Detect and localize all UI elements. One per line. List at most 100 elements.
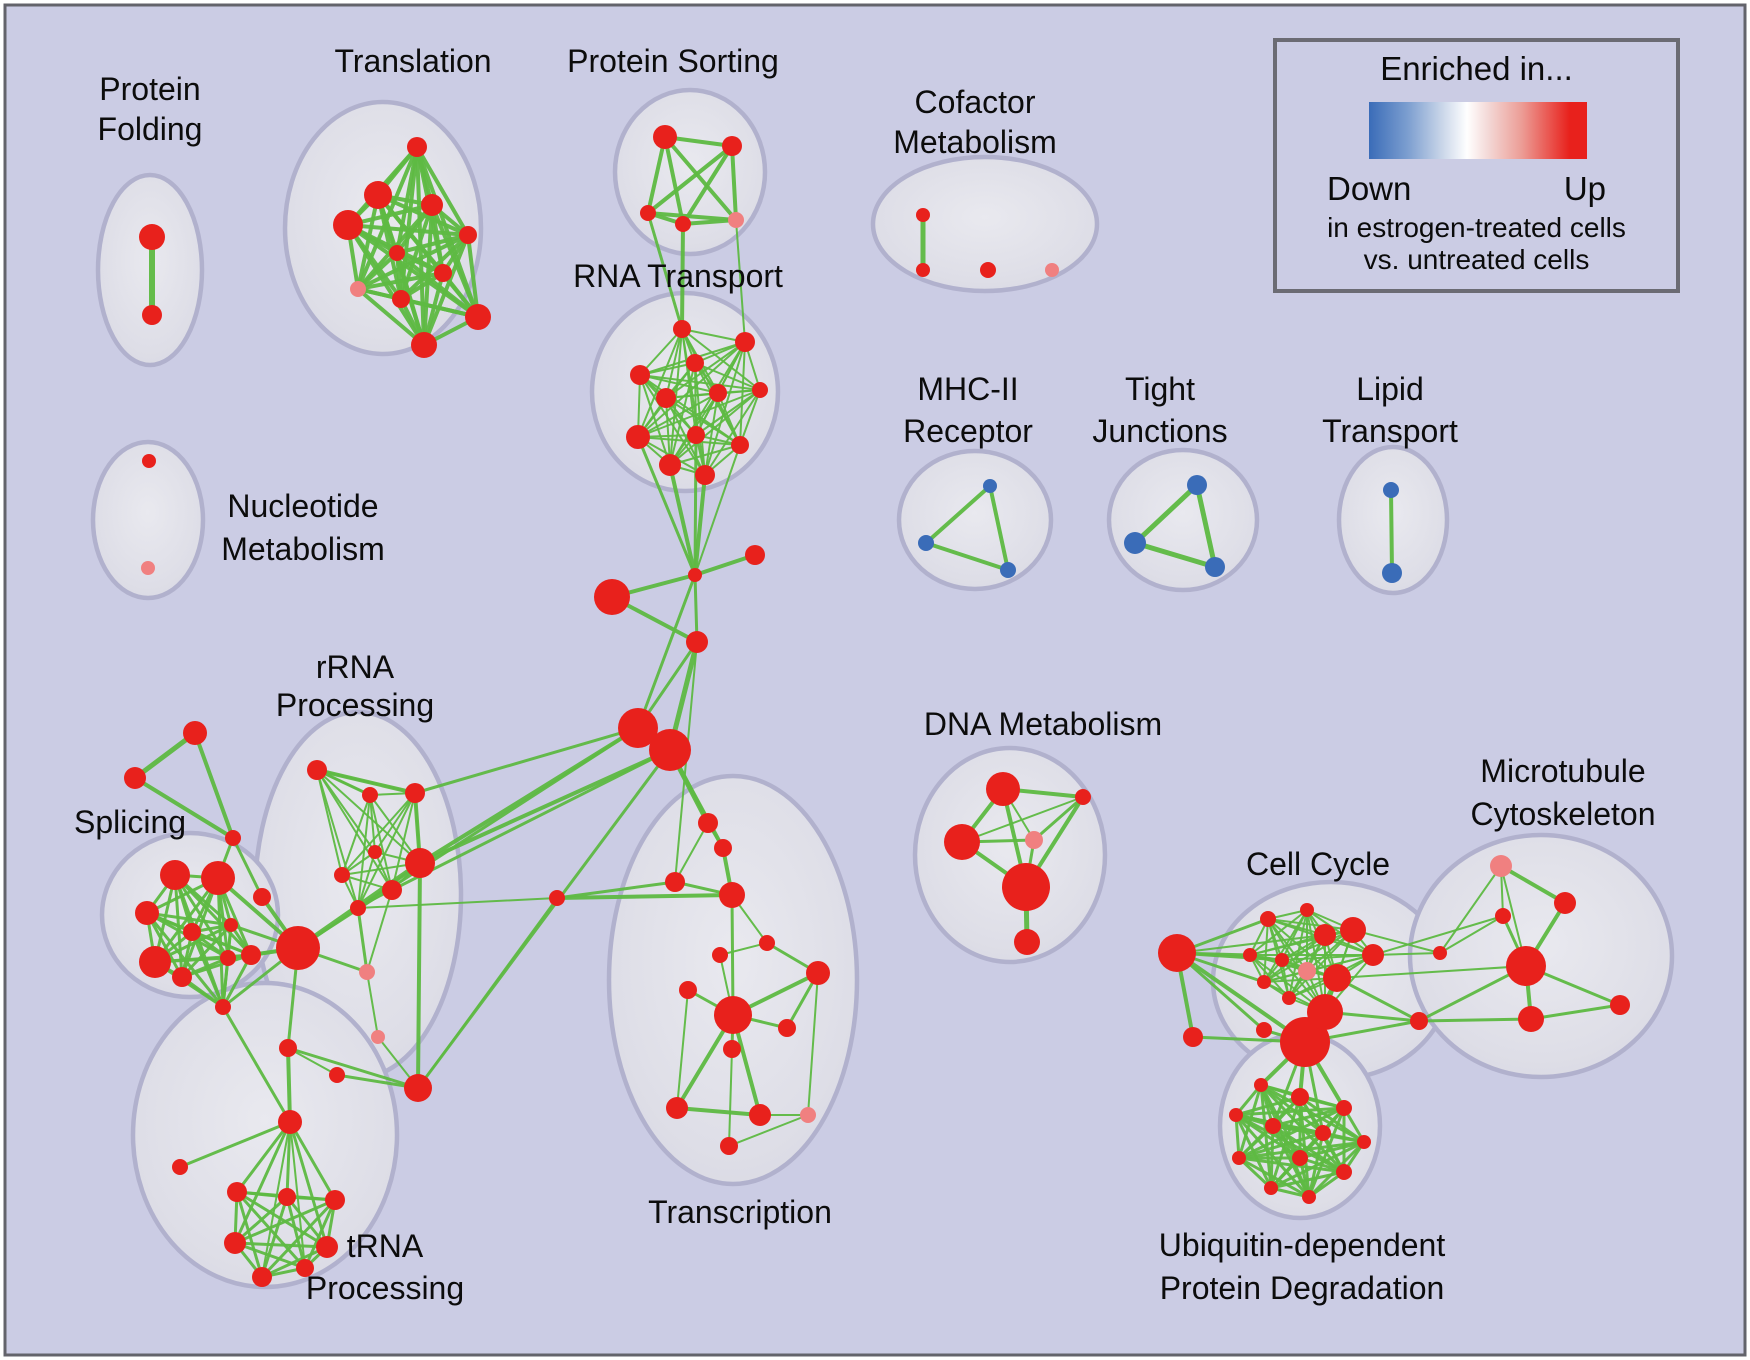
edge xyxy=(285,1195,307,1270)
node-c4-pink xyxy=(1045,263,1059,277)
edge xyxy=(341,794,371,876)
edge xyxy=(399,233,470,301)
node-j1-blue xyxy=(1187,475,1207,495)
node-g6-red xyxy=(334,867,350,883)
edge xyxy=(1417,964,1528,1023)
edge xyxy=(357,792,416,909)
node-tx12-red xyxy=(666,1097,688,1119)
node-tx13-red xyxy=(749,1104,771,1126)
edge xyxy=(1281,954,1374,961)
edge xyxy=(235,1120,292,1194)
node-g2-red xyxy=(362,787,378,803)
node-mt3-red xyxy=(1495,908,1511,924)
edge xyxy=(132,730,198,781)
edge xyxy=(190,930,253,957)
cluster-label-dna-metabolism: DNA Metabolism xyxy=(924,706,1162,742)
node-sp10-red xyxy=(215,999,231,1015)
edge xyxy=(1271,1124,1311,1199)
node-tx15-red xyxy=(720,1137,738,1155)
edge xyxy=(369,794,376,853)
edge xyxy=(681,144,734,226)
edge xyxy=(261,1121,291,1278)
node-d3-red xyxy=(944,824,980,860)
node-mt5-red xyxy=(1518,1006,1544,1032)
edge xyxy=(739,389,761,446)
cluster-label-transcription: Transcription xyxy=(648,1194,832,1230)
edge xyxy=(693,573,699,644)
node-u1-red xyxy=(1254,1078,1268,1092)
cluster-label-rrna-processing-line1: rRNA xyxy=(316,649,395,685)
node-pf2-red xyxy=(142,305,162,325)
node-sp5-red xyxy=(224,918,238,932)
edge xyxy=(646,211,684,331)
node-t2-red xyxy=(364,181,392,209)
edge xyxy=(728,1048,733,1147)
cluster-ellipse-mhc-ii-receptor xyxy=(896,448,1054,592)
node-t4-red xyxy=(421,194,443,216)
edge xyxy=(316,769,359,909)
edge xyxy=(287,1047,338,1076)
node-r3-red xyxy=(686,354,704,372)
node-g7-red xyxy=(382,880,402,900)
cluster-label-ubiquitin-degradation-line2: Protein Degradation xyxy=(1160,1270,1445,1306)
edge xyxy=(681,328,706,476)
node-g11-red xyxy=(404,1074,432,1102)
edge xyxy=(417,897,558,1089)
edge xyxy=(669,444,741,466)
cluster-label-microtubule-cytoskeleton-line2: Cytoskeleton xyxy=(1471,796,1656,832)
edge xyxy=(637,328,683,438)
node-s1-red xyxy=(183,721,207,745)
node-n6-red xyxy=(252,1267,272,1287)
legend-up-label: Up xyxy=(1563,170,1606,207)
node-c1-red xyxy=(916,208,930,222)
edge xyxy=(646,135,667,215)
edge xyxy=(260,1195,289,1279)
node-cc16-red xyxy=(1410,1012,1428,1030)
node-cc10-red xyxy=(1257,975,1271,989)
node-u12-red xyxy=(1302,1190,1316,1204)
edge xyxy=(1237,1106,1346,1160)
node-n2-red xyxy=(278,1188,296,1206)
node-l2-blue xyxy=(1382,563,1402,583)
node-r4-red xyxy=(630,365,650,385)
edge xyxy=(366,971,379,1038)
cluster-labels-layer: Protein Folding Translation Protein Sorting… xyxy=(74,43,1656,1306)
node-tx4-red xyxy=(719,882,745,908)
edge xyxy=(665,341,746,399)
node-cc13-red xyxy=(1183,1027,1203,1047)
edge xyxy=(235,1190,307,1270)
edge xyxy=(674,822,709,883)
node-cc7-red xyxy=(1275,953,1289,967)
node-sp6-red xyxy=(241,945,261,965)
node-n5-red xyxy=(316,1236,338,1258)
cluster-label-nucleotide-metabolism-line2: Metabolism xyxy=(221,531,385,567)
edge xyxy=(1234,1095,1302,1117)
edge xyxy=(415,145,470,237)
node-H2-red xyxy=(649,729,691,771)
node-n1-red xyxy=(227,1182,247,1202)
node-u11-red xyxy=(1264,1181,1278,1195)
node-t10-red xyxy=(465,304,491,330)
node-r6-red xyxy=(709,384,727,402)
edge xyxy=(1417,1017,1533,1023)
edge xyxy=(1237,1131,1325,1160)
node-cc14-red xyxy=(1280,1017,1330,1067)
edge xyxy=(286,1046,292,1124)
node-mt6-red xyxy=(1610,995,1630,1015)
node-b3-blue xyxy=(1000,562,1016,578)
edge xyxy=(728,1114,809,1147)
edge xyxy=(233,1241,329,1249)
node-sp3-red xyxy=(135,901,159,925)
node-cc2-red xyxy=(1300,903,1314,917)
edge xyxy=(233,1120,292,1245)
node-u10-red xyxy=(1336,1164,1352,1180)
edge xyxy=(1194,482,1218,570)
edge xyxy=(637,389,761,438)
edge xyxy=(1259,1083,1325,1135)
edge xyxy=(390,748,672,892)
node-H3-red xyxy=(276,926,320,970)
edge xyxy=(1234,1106,1346,1117)
cluster-label-trna-processing-line2: Processing xyxy=(306,1270,464,1306)
node-r7-red xyxy=(752,382,768,398)
